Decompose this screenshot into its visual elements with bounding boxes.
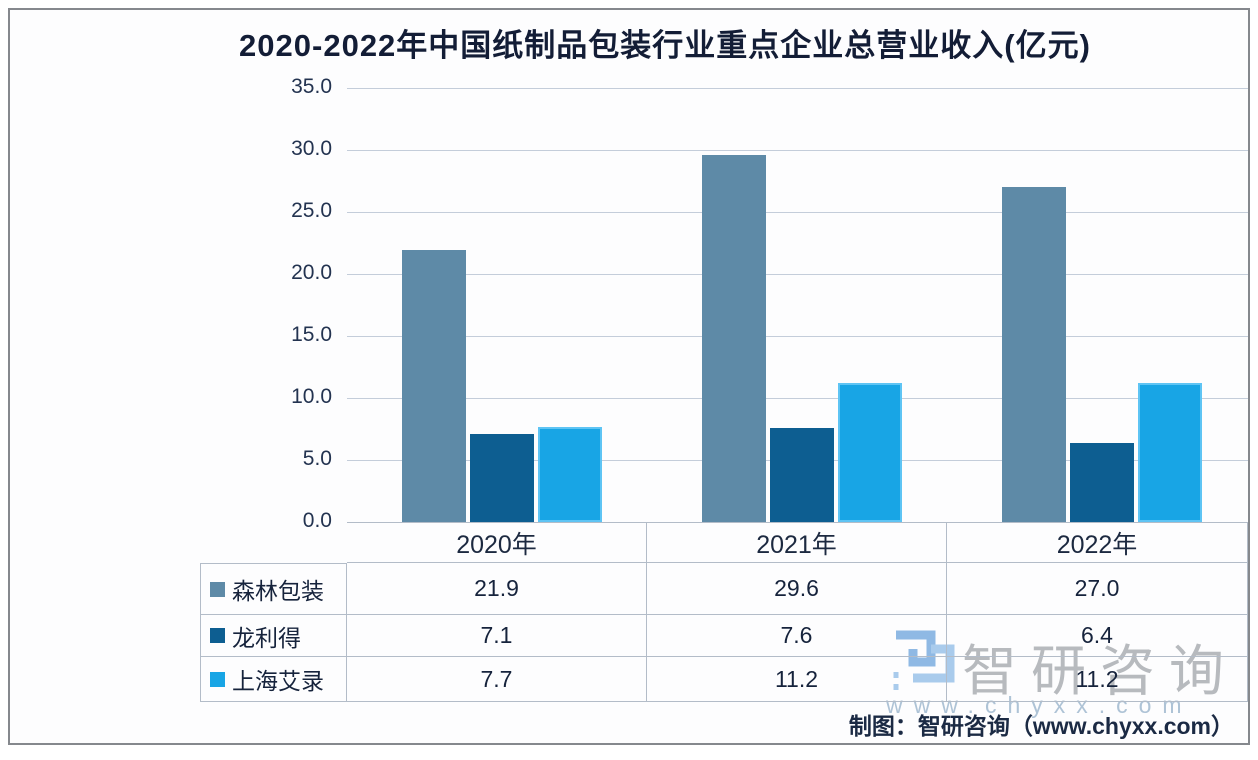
table-value-上海艾录-2022年: 11.2 [947,657,1248,702]
legend-cell-龙利得: 龙利得 [200,615,347,657]
table-value-森林包装-2022年: 27.0 [947,563,1248,615]
table-header-2021年: 2021年 [647,522,947,563]
zhiyan-logo-icon [893,630,955,690]
table-header-2020年: 2020年 [347,522,647,563]
y-axis-tick-label: 35.0 [291,75,332,98]
bar-森林包装-2021年 [702,154,766,522]
y-axis-tick-label: 20.0 [291,261,332,284]
y-axis-tick-label: 15.0 [291,323,332,346]
table-value-龙利得-2020年: 7.1 [347,615,647,657]
watermark-url-text: www.chyxx.com [886,692,1193,718]
bar-龙利得-2021年 [770,427,834,522]
bar-上海艾录-2021年 [838,383,902,522]
bar-龙利得-2020年 [470,433,534,522]
table-value-森林包装-2020年: 21.9 [347,563,647,615]
table-value-龙利得-2022年: 6.4 [947,615,1248,657]
legend-label: 龙利得 [232,624,301,651]
y-gridline [347,274,1248,275]
legend-label: 森林包装 [232,578,324,604]
y-gridline [347,336,1248,337]
bar-上海艾录-2022年 [1138,383,1202,522]
source-caption: 制图：智研咨询（www.chyxx.com） [848,713,1234,739]
bar-上海艾录-2020年 [538,426,602,522]
table-value-森林包装-2021年: 29.6 [647,563,947,615]
y-axis-tick-label: 30.0 [291,137,332,160]
legend-cell-森林包装: 森林包装 [200,563,347,615]
y-axis-tick-label: 10.0 [291,385,332,408]
legend-swatch-icon [210,628,225,643]
y-gridline [347,150,1248,151]
legend-cell-上海艾录: 上海艾录 [200,657,347,702]
legend-label: 上海艾录 [232,668,324,694]
table-value-龙利得-2021年: 7.6 [647,615,947,657]
y-gridline [347,398,1248,399]
table-header-2022年: 2022年 [947,522,1248,563]
chart-title: 2020-2022年中国纸制品包装行业重点企业总营业收入(亿元) [239,28,1091,63]
bar-森林包装-2022年 [1002,187,1066,522]
y-gridline [347,212,1248,213]
bar-森林包装-2020年 [402,250,466,522]
legend-swatch-icon [210,671,225,687]
bar-龙利得-2022年 [1070,442,1134,522]
table-value-上海艾录-2020年: 7.7 [347,657,647,702]
y-axis-tick-label: 0.0 [302,509,332,532]
legend-swatch-icon [210,581,225,597]
y-axis-tick-label: 5.0 [302,447,332,470]
watermark-brand-text: 智研咨询 [962,640,1239,702]
table-value-上海艾录-2021年: 11.2 [647,657,947,702]
y-gridline [347,88,1248,89]
y-axis-tick-label: 25.0 [291,199,332,222]
